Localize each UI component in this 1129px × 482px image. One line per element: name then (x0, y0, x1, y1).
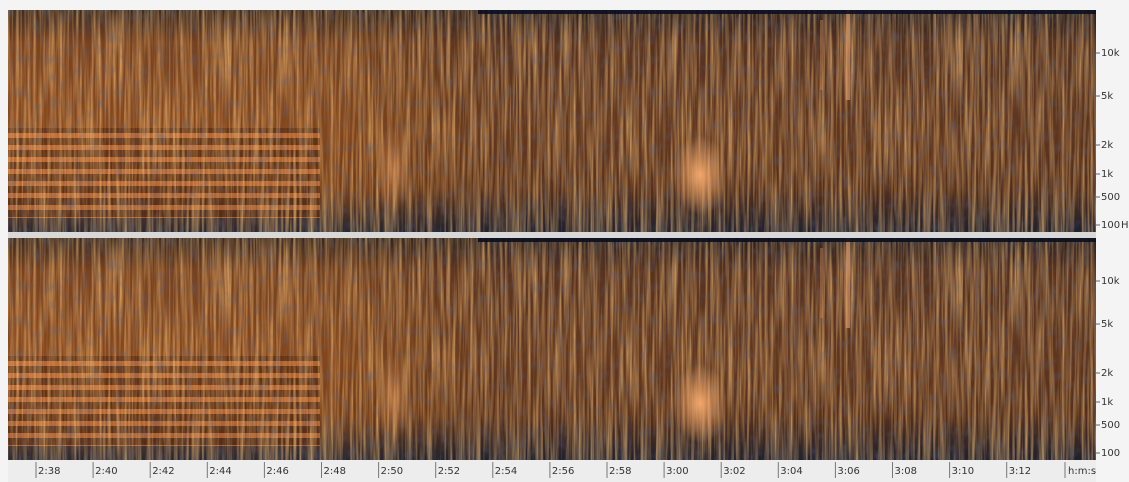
time-label: 2:38 (38, 466, 60, 477)
freq-label: 500 (1101, 192, 1120, 203)
time-label: 2:42 (152, 466, 174, 477)
freq-label: 10k (1101, 276, 1120, 287)
freq-label: 10k (1101, 48, 1120, 59)
time-label: 2:58 (609, 466, 631, 477)
time-label: 3:12 (1009, 466, 1031, 477)
time-label: 3:10 (952, 466, 974, 477)
time-label: 2:46 (266, 466, 288, 477)
freq-label: 1k (1101, 397, 1113, 408)
freq-label: 100 (1101, 220, 1120, 231)
freq-label: 5k (1101, 319, 1113, 330)
frequency-ruler (1096, 10, 1129, 460)
time-label: 2:44 (209, 466, 231, 477)
time-label: 3:06 (837, 466, 859, 477)
time-label: 2:54 (495, 466, 517, 477)
channel-divider (8, 232, 1096, 238)
time-label: 3:04 (780, 466, 802, 477)
channel-1-spectrogram[interactable] (8, 10, 1096, 232)
freq-unit: H (1121, 220, 1129, 231)
time-label: 2:48 (324, 466, 346, 477)
time-unit: h:m:s (1068, 466, 1096, 477)
time-label: 2:40 (95, 466, 117, 477)
spectrogram-window: 10k5k2k1k50010010k5k2k1k500100H2:382:402… (0, 0, 1129, 482)
time-label: 2:50 (381, 466, 403, 477)
freq-label: 5k (1101, 91, 1113, 102)
freq-label: 100 (1101, 448, 1120, 459)
time-label: 2:52 (438, 466, 460, 477)
channel-2-spectrogram[interactable] (8, 238, 1096, 460)
time-label: 3:02 (723, 466, 745, 477)
freq-label: 1k (1101, 169, 1113, 180)
time-label: 3:08 (895, 466, 917, 477)
time-label: 2:56 (552, 466, 574, 477)
freq-label: 2k (1101, 368, 1113, 379)
freq-label: 2k (1101, 140, 1113, 151)
freq-label: 500 (1101, 420, 1120, 431)
time-label: 3:00 (666, 466, 688, 477)
